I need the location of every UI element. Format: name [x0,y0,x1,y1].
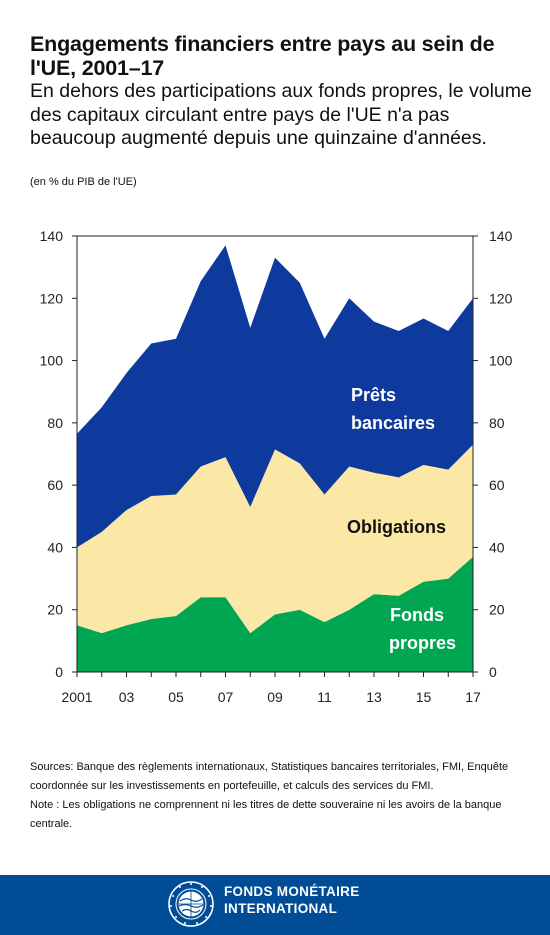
area-series-group [77,245,473,672]
x-tick-label: 13 [366,689,382,705]
org-name: FONDS MONÉTAIRE INTERNATIONAL [224,883,360,917]
y-tick-label-right: 80 [489,415,505,431]
footer-bar: FONDS MONÉTAIRE INTERNATIONAL [0,875,550,935]
units-label: (en % du PIB de l'UE) [30,176,137,188]
x-tick-label: 05 [168,689,184,705]
y-tick-label-right: 140 [489,228,513,244]
y-tick-label-left: 20 [47,602,63,618]
y-tick-label-right: 100 [489,353,513,369]
chart-subtitle: En dehors des participations aux fonds p… [30,80,532,149]
x-tick-label: 09 [267,689,283,705]
label-obligations: Obligations [347,517,446,537]
chart-title: Engagements financiers entre pays au sei… [30,32,495,80]
y-tick-label-right: 20 [489,602,505,618]
area-obligations [77,444,473,634]
label-prets-line2: bancaires [351,413,435,433]
stacked-area-chart: 0 20 40 60 80 100 120 140 0 20 40 60 80 100 120 140 20… [40,228,513,705]
imf-seal-icon [168,881,214,927]
y-tick-label-right: 120 [489,290,513,306]
y-axis-right: 0 20 40 60 80 100 120 140 [473,228,513,680]
note-text: Note : Les obligations ne comprennent ni… [30,799,502,830]
y-tick-label-right: 60 [489,477,505,493]
x-axis: 2001 03 05 07 09 11 13 15 17 [61,672,481,705]
label-fonds-line2: propres [389,633,456,653]
y-tick-label-right: 40 [489,539,505,555]
sources-text: Sources: Banque des règlements internati… [30,761,509,792]
y-axis-left: 0 20 40 60 80 100 120 140 [40,228,77,680]
x-tick-label: 07 [218,689,234,705]
org-name-line2: INTERNATIONAL [224,901,338,916]
y-tick-label-left: 140 [40,228,64,244]
label-prets-line1: Prêts [351,385,396,405]
x-tick-label: 11 [317,689,332,705]
chart-notes: Sources: Banque des règlements internati… [30,758,530,834]
x-tick-label: 03 [119,689,135,705]
area-fonds-propres [77,556,473,672]
y-tick-label-left: 80 [47,415,63,431]
x-tick-label: 17 [465,689,481,705]
y-tick-label-left: 120 [40,290,64,306]
y-tick-label-left: 100 [40,353,64,369]
y-tick-label-left: 0 [55,664,63,680]
org-name-line1: FONDS MONÉTAIRE [224,884,360,899]
x-tick-label: 2001 [61,689,92,705]
label-fonds-line1: Fonds [390,605,444,625]
y-tick-label-left: 40 [47,539,63,555]
area-prets-bancaires [77,245,473,548]
x-tick-label: 15 [416,689,432,705]
y-tick-label-left: 60 [47,477,63,493]
y-tick-label-right: 0 [489,664,497,680]
